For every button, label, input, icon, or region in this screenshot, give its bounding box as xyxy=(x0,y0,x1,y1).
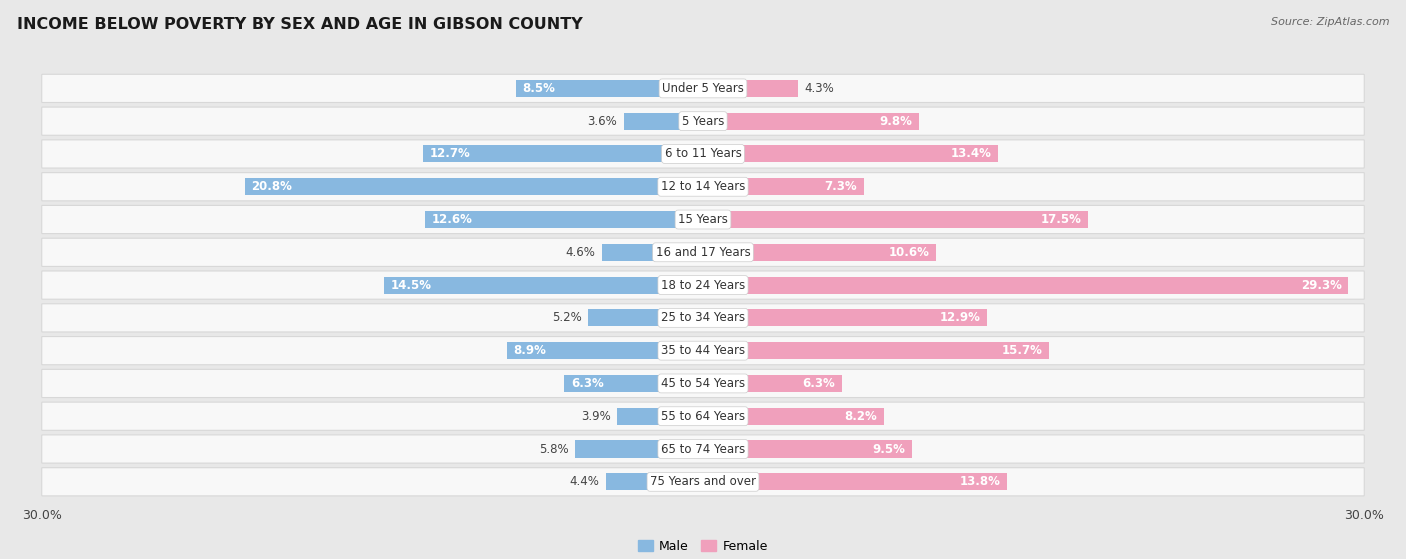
FancyBboxPatch shape xyxy=(42,435,1364,463)
Bar xyxy=(703,113,920,130)
Bar xyxy=(606,473,703,490)
Text: 6 to 11 Years: 6 to 11 Years xyxy=(665,148,741,160)
Text: 7.3%: 7.3% xyxy=(824,180,858,193)
Text: 35 to 44 Years: 35 to 44 Years xyxy=(661,344,745,357)
Text: 12.9%: 12.9% xyxy=(939,311,980,324)
Text: 5.2%: 5.2% xyxy=(553,311,582,324)
Text: INCOME BELOW POVERTY BY SEX AND AGE IN GIBSON COUNTY: INCOME BELOW POVERTY BY SEX AND AGE IN G… xyxy=(17,17,582,32)
Bar xyxy=(423,145,703,163)
Bar xyxy=(703,211,1088,228)
Text: 12.7%: 12.7% xyxy=(430,148,471,160)
Text: 9.5%: 9.5% xyxy=(873,443,905,456)
Bar xyxy=(245,178,703,195)
Text: 15.7%: 15.7% xyxy=(1001,344,1042,357)
Bar xyxy=(384,277,703,293)
Bar xyxy=(508,342,703,359)
Bar xyxy=(589,309,703,326)
Text: 20.8%: 20.8% xyxy=(252,180,292,193)
Text: 5 Years: 5 Years xyxy=(682,115,724,127)
Text: 10.6%: 10.6% xyxy=(889,246,929,259)
Bar xyxy=(575,440,703,457)
FancyBboxPatch shape xyxy=(42,468,1364,496)
FancyBboxPatch shape xyxy=(42,140,1364,168)
Text: 6.3%: 6.3% xyxy=(571,377,603,390)
Text: 8.2%: 8.2% xyxy=(844,410,877,423)
Text: 12 to 14 Years: 12 to 14 Years xyxy=(661,180,745,193)
Text: 8.9%: 8.9% xyxy=(513,344,547,357)
Text: 13.4%: 13.4% xyxy=(950,148,991,160)
Bar xyxy=(617,408,703,425)
Bar xyxy=(703,309,987,326)
FancyBboxPatch shape xyxy=(42,369,1364,397)
FancyBboxPatch shape xyxy=(42,205,1364,234)
Legend: Male, Female: Male, Female xyxy=(633,535,773,558)
Text: 45 to 54 Years: 45 to 54 Years xyxy=(661,377,745,390)
Bar xyxy=(703,244,936,261)
Text: 9.8%: 9.8% xyxy=(879,115,912,127)
Text: 8.5%: 8.5% xyxy=(523,82,555,95)
FancyBboxPatch shape xyxy=(42,337,1364,365)
Bar xyxy=(703,473,1007,490)
Text: Source: ZipAtlas.com: Source: ZipAtlas.com xyxy=(1271,17,1389,27)
Text: Under 5 Years: Under 5 Years xyxy=(662,82,744,95)
Bar xyxy=(602,244,703,261)
Bar xyxy=(703,342,1049,359)
FancyBboxPatch shape xyxy=(42,304,1364,332)
FancyBboxPatch shape xyxy=(42,402,1364,430)
Text: 4.3%: 4.3% xyxy=(804,82,834,95)
Bar xyxy=(624,113,703,130)
Text: 18 to 24 Years: 18 to 24 Years xyxy=(661,278,745,292)
Text: 14.5%: 14.5% xyxy=(391,278,432,292)
Bar xyxy=(564,375,703,392)
Bar xyxy=(703,145,998,163)
FancyBboxPatch shape xyxy=(42,74,1364,102)
Text: 17.5%: 17.5% xyxy=(1040,213,1081,226)
Text: 25 to 34 Years: 25 to 34 Years xyxy=(661,311,745,324)
FancyBboxPatch shape xyxy=(42,238,1364,267)
Bar xyxy=(703,277,1348,293)
FancyBboxPatch shape xyxy=(42,271,1364,299)
Text: 16 and 17 Years: 16 and 17 Years xyxy=(655,246,751,259)
FancyBboxPatch shape xyxy=(42,173,1364,201)
Bar xyxy=(703,375,842,392)
Bar xyxy=(703,408,883,425)
Text: 55 to 64 Years: 55 to 64 Years xyxy=(661,410,745,423)
Text: 29.3%: 29.3% xyxy=(1301,278,1341,292)
Text: 3.9%: 3.9% xyxy=(581,410,610,423)
Text: 6.3%: 6.3% xyxy=(803,377,835,390)
Text: 3.6%: 3.6% xyxy=(588,115,617,127)
Bar xyxy=(516,80,703,97)
Text: 13.8%: 13.8% xyxy=(959,475,1001,489)
Bar xyxy=(703,440,912,457)
Text: 15 Years: 15 Years xyxy=(678,213,728,226)
Text: 5.8%: 5.8% xyxy=(538,443,568,456)
Bar xyxy=(703,178,863,195)
Text: 4.6%: 4.6% xyxy=(565,246,595,259)
FancyBboxPatch shape xyxy=(42,107,1364,135)
Bar xyxy=(426,211,703,228)
Text: 65 to 74 Years: 65 to 74 Years xyxy=(661,443,745,456)
Text: 4.4%: 4.4% xyxy=(569,475,599,489)
Text: 12.6%: 12.6% xyxy=(432,213,472,226)
Text: 75 Years and over: 75 Years and over xyxy=(650,475,756,489)
Bar xyxy=(703,80,797,97)
